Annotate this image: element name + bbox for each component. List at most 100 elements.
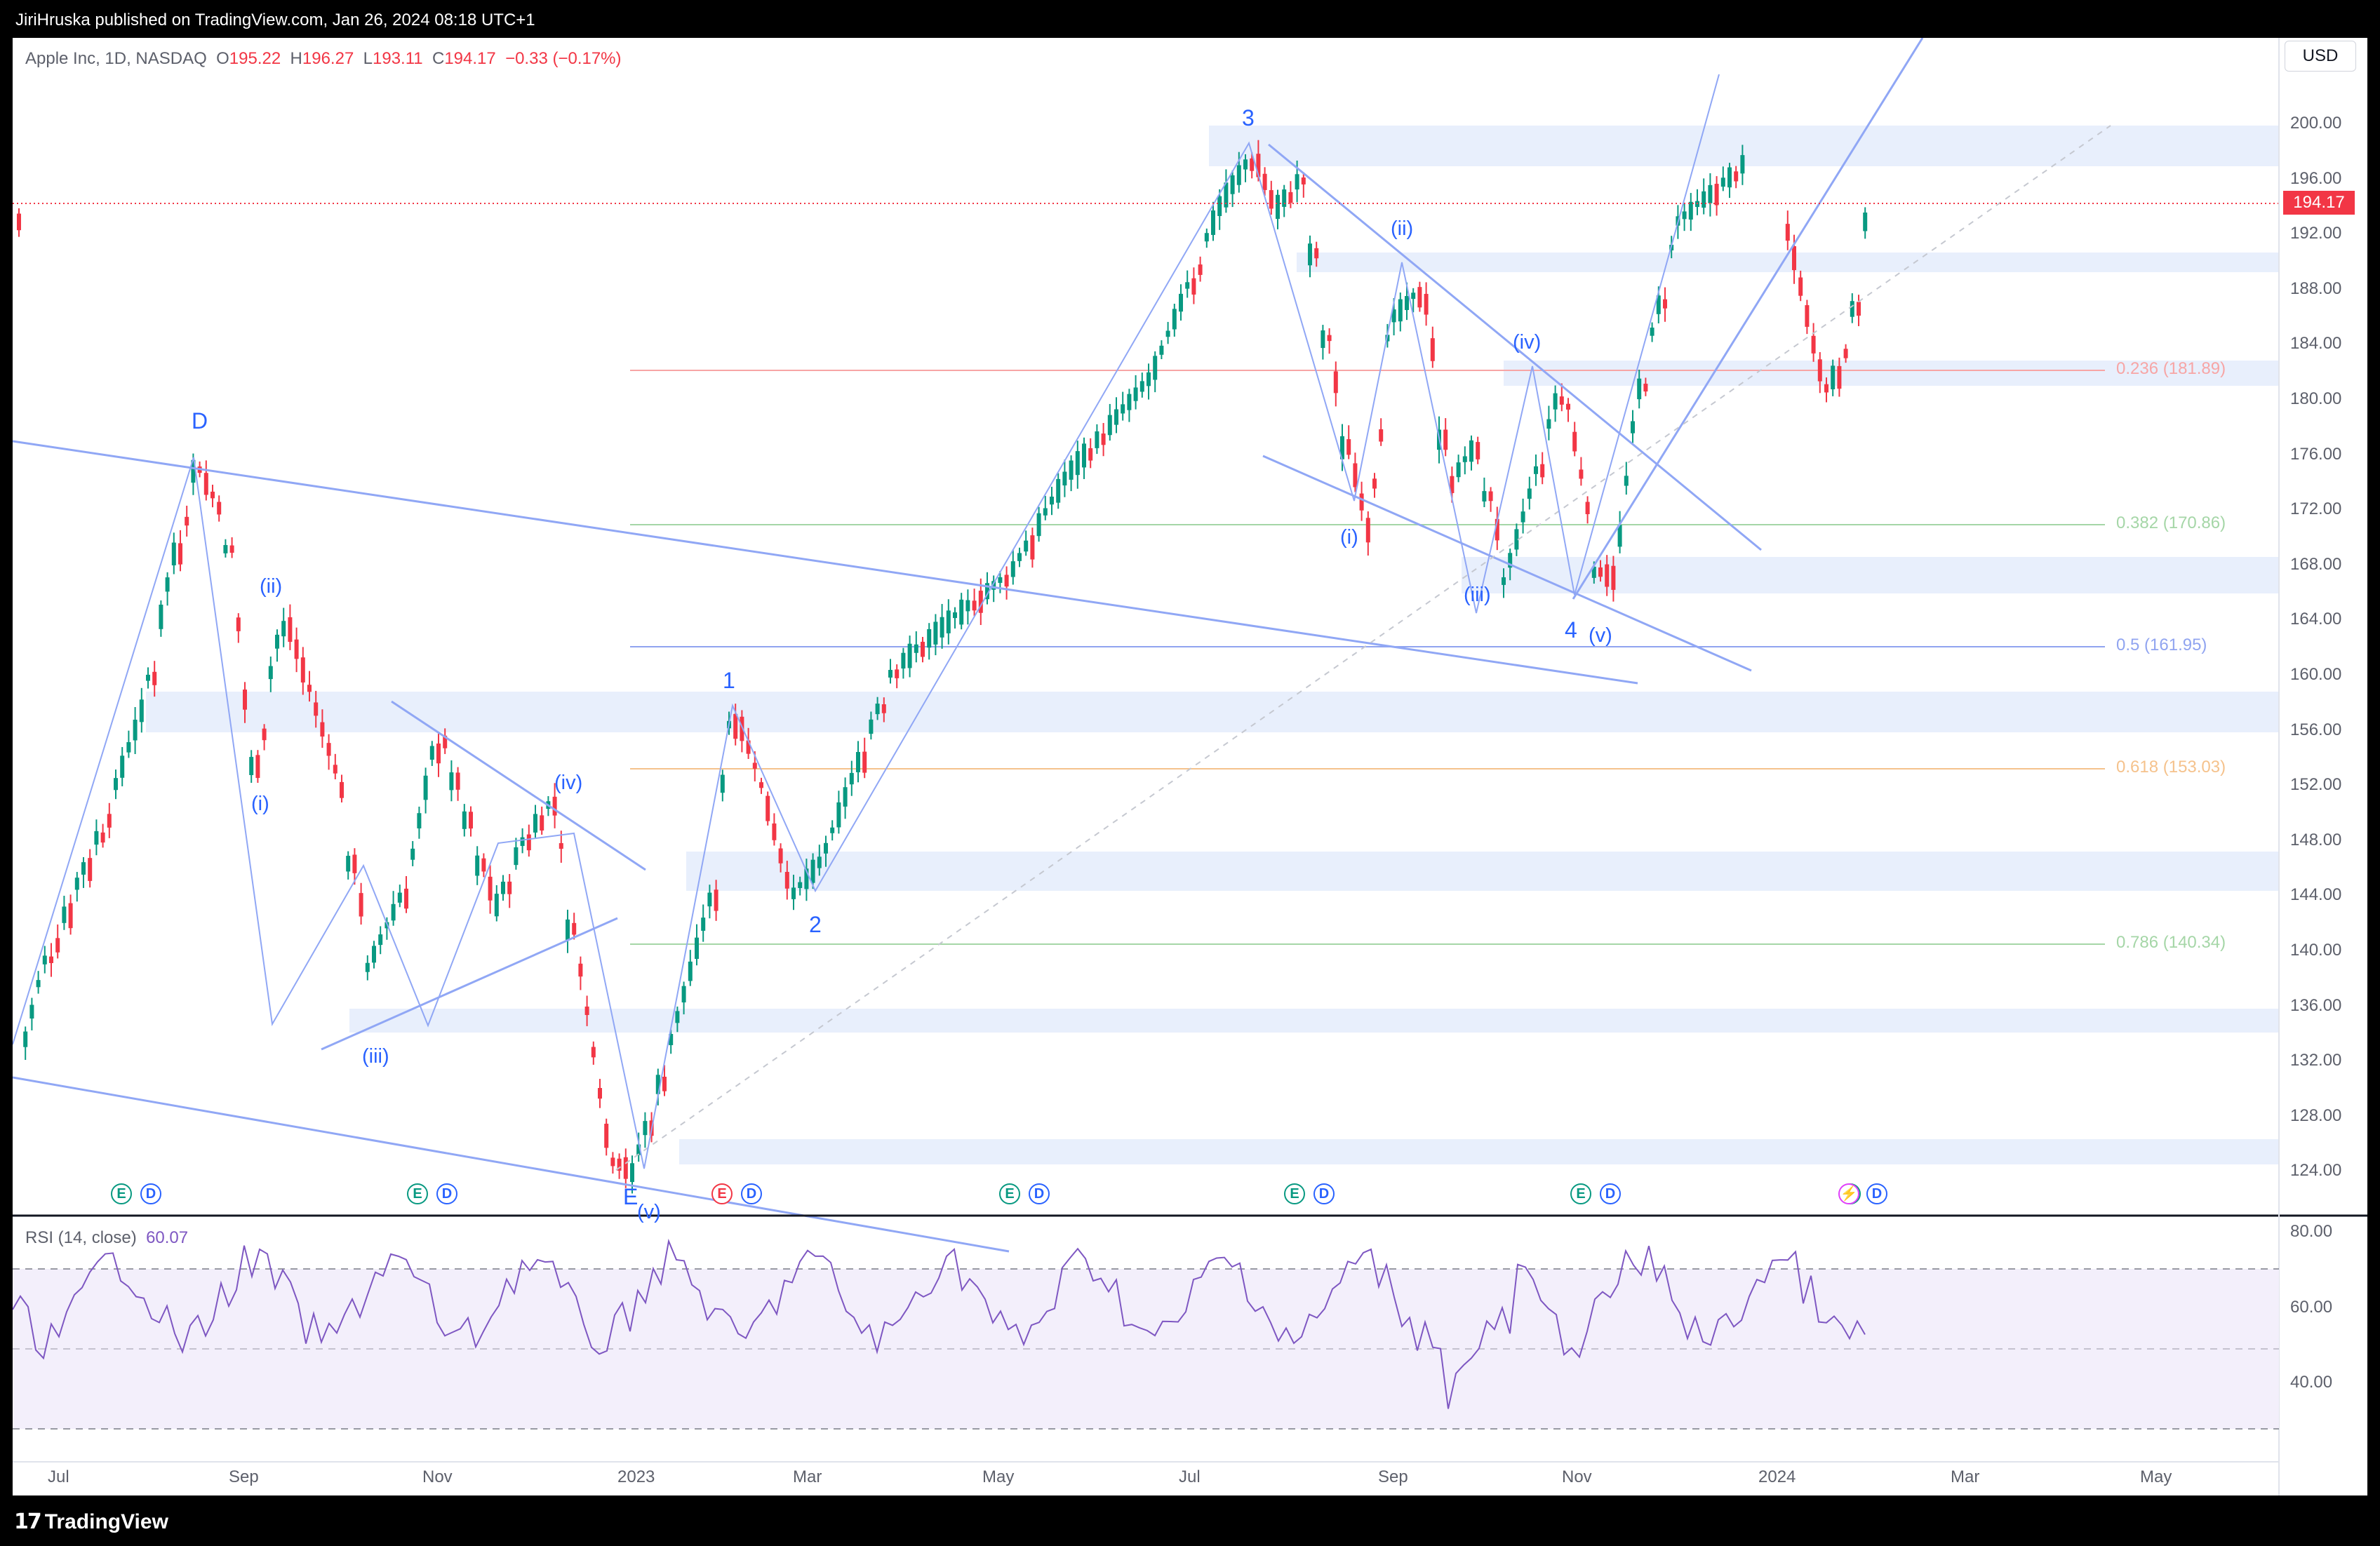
candle-body: [294, 639, 299, 659]
candle-body: [798, 882, 803, 889]
candle-body: [1495, 518, 1499, 541]
earnings-icon[interactable]: E: [1284, 1183, 1305, 1204]
candle-body: [1469, 440, 1473, 462]
candle-body: [1101, 433, 1106, 445]
price-tick-label: 172.00: [2290, 499, 2342, 519]
trendlines: [13, 38, 2111, 1253]
earnings-icon[interactable]: E: [1570, 1183, 1591, 1204]
dividends-icon[interactable]: D: [140, 1183, 161, 1204]
trendline: [391, 700, 646, 871]
earnings-icon[interactable]: E: [711, 1183, 733, 1204]
last-price-tag: 194.17: [2283, 191, 2355, 215]
candle-body: [875, 704, 880, 715]
candle-body: [681, 986, 686, 1003]
candle-body: [733, 713, 738, 739]
candle-body: [688, 961, 693, 981]
candle-body: [288, 617, 293, 643]
candle-body: [552, 796, 557, 816]
wave-label: (v): [1589, 624, 1612, 647]
candle-body: [62, 906, 67, 923]
candle-body: [1688, 201, 1693, 220]
dividends-icon[interactable]: D: [1866, 1183, 1887, 1204]
candle-body: [1527, 488, 1532, 499]
candle-body: [707, 892, 712, 907]
earnings-icon[interactable]: E: [111, 1183, 132, 1204]
dividends-icon[interactable]: D: [436, 1183, 457, 1204]
symbol-legend[interactable]: Apple Inc, 1D, NASDAQ O195.22 H196.27 L1…: [25, 49, 622, 69]
earnings-icon[interactable]: E: [999, 1183, 1020, 1204]
price-tick-label: 136.00: [2290, 995, 2342, 1015]
candle-body: [404, 888, 408, 909]
candle-body: [494, 894, 499, 917]
dividends-icon[interactable]: D: [1029, 1183, 1050, 1204]
candle-body: [107, 814, 112, 828]
candle-body: [1295, 174, 1299, 190]
fib-label: 0.618 (153.03): [2116, 758, 2226, 777]
candle-body: [1546, 419, 1551, 429]
candle-body: [1211, 210, 1215, 235]
price-tick-label: 196.00: [2290, 168, 2342, 188]
candle-body: [578, 963, 583, 977]
candle-body: [1172, 309, 1177, 330]
rsi-legend[interactable]: RSI (14, close) 60.07: [25, 1228, 188, 1248]
dividends-icon[interactable]: D: [1600, 1183, 1621, 1204]
candle-body: [365, 962, 370, 972]
candle-body: [630, 1163, 634, 1183]
candle-body: [223, 545, 228, 553]
candle-body: [1288, 191, 1293, 203]
candle-body: [1050, 497, 1054, 505]
candle-body: [746, 740, 751, 754]
candle-body: [1062, 471, 1067, 486]
tradingview-logo[interactable]: 17 TradingView: [14, 1510, 168, 1534]
time-tick-label: Jul: [1179, 1467, 1201, 1486]
currency-button[interactable]: USD: [2285, 41, 2356, 72]
dividends-icon[interactable]: D: [741, 1183, 762, 1204]
candle-body: [1727, 167, 1732, 188]
candle-body: [1702, 191, 1706, 208]
wave-label: E: [623, 1184, 639, 1209]
candle-body: [217, 502, 222, 515]
candle-body: [533, 814, 537, 833]
publish-header: JiriHruska published on TradingView.com,…: [0, 0, 2380, 38]
time-tick-label: Jul: [48, 1467, 69, 1486]
earnings-icon[interactable]: E: [407, 1183, 428, 1204]
price-chart[interactable]: [13, 38, 2367, 1495]
candle-body: [1631, 421, 1635, 433]
candle-body: [1863, 213, 1868, 231]
candle-body: [391, 903, 396, 921]
price-tick-label: 144.00: [2290, 885, 2342, 905]
candle-body: [36, 980, 41, 988]
candle-body: [1262, 173, 1267, 190]
candle-body: [469, 812, 473, 829]
candle-body: [669, 1034, 674, 1045]
candle-body: [895, 669, 900, 678]
candle-body: [849, 772, 854, 785]
candle-body: [901, 652, 906, 669]
chart-panel[interactable]: Apple Inc, 1D, NASDAQ O195.22 H196.27 L1…: [13, 38, 2367, 1495]
candle-body: [1121, 404, 1125, 414]
trendline: [13, 1076, 1010, 1253]
time-tick-label: Nov: [1562, 1467, 1592, 1486]
candle-body: [1114, 409, 1118, 425]
wave-label: (v): [637, 1201, 661, 1223]
candle-body: [791, 887, 796, 899]
candle-body: [210, 491, 215, 499]
candle-body: [1514, 529, 1519, 550]
candle-body: [1585, 502, 1590, 514]
candle-body: [1365, 518, 1370, 543]
fib-label: 0.5 (161.95): [2116, 636, 2207, 654]
candle-body: [888, 670, 893, 678]
candle-body: [1637, 378, 1642, 400]
candle-body: [443, 735, 448, 748]
candle-body: [714, 889, 718, 911]
candle-body: [74, 878, 79, 890]
candle-body: [268, 666, 273, 680]
candle-body: [572, 922, 577, 935]
candle-body: [1708, 184, 1713, 203]
candle-body: [352, 854, 357, 873]
fib-diagonal: [615, 125, 2111, 1171]
wave-label: 3: [1242, 105, 1255, 130]
time-tick-label: 2024: [1758, 1467, 1796, 1486]
candle-body: [114, 778, 118, 791]
dividends-icon[interactable]: D: [1313, 1183, 1335, 1204]
